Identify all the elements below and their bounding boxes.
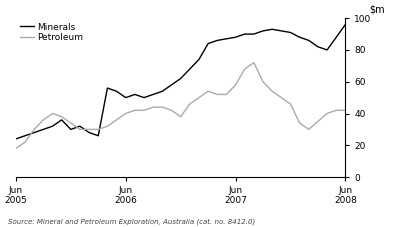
Minerals [197, 58, 201, 61]
Petroleum [306, 128, 311, 131]
Minerals [96, 134, 100, 137]
Minerals [242, 33, 247, 35]
Minerals [325, 49, 330, 51]
Petroleum [233, 84, 238, 86]
Minerals [32, 131, 37, 134]
Minerals [297, 36, 302, 39]
Petroleum [68, 122, 73, 124]
Petroleum [178, 115, 183, 118]
Minerals [77, 125, 82, 128]
Petroleum [224, 93, 229, 96]
Petroleum [288, 103, 293, 105]
Minerals [334, 36, 339, 39]
Minerals [50, 125, 55, 128]
Minerals [187, 68, 192, 70]
Minerals [316, 45, 320, 48]
Petroleum [87, 128, 91, 131]
Minerals [41, 128, 46, 131]
Petroleum [151, 106, 156, 109]
Minerals [123, 96, 128, 99]
Petroleum [297, 122, 302, 124]
Minerals [233, 36, 238, 39]
Y-axis label: $m: $m [370, 5, 385, 15]
Petroleum [343, 109, 348, 112]
Text: Source: Mineral and Petroleum Exploration, Australia (cat. no. 8412.0): Source: Mineral and Petroleum Exploratio… [8, 218, 255, 225]
Petroleum [23, 141, 27, 143]
Petroleum [59, 115, 64, 118]
Minerals [105, 87, 110, 89]
Minerals [23, 134, 27, 137]
Line: Minerals: Minerals [16, 25, 345, 139]
Petroleum [215, 93, 220, 96]
Petroleum [123, 112, 128, 115]
Petroleum [260, 80, 265, 83]
Petroleum [242, 68, 247, 70]
Minerals [142, 96, 146, 99]
Petroleum [41, 118, 46, 121]
Petroleum [251, 61, 256, 64]
Minerals [270, 28, 275, 31]
Minerals [251, 33, 256, 35]
Minerals [68, 128, 73, 131]
Petroleum [334, 109, 339, 112]
Petroleum [197, 96, 201, 99]
Petroleum [105, 125, 110, 128]
Legend: Minerals, Petroleum: Minerals, Petroleum [20, 23, 83, 42]
Petroleum [316, 120, 320, 123]
Minerals [306, 39, 311, 42]
Minerals [279, 30, 284, 32]
Minerals [215, 39, 220, 42]
Petroleum [142, 109, 146, 112]
Minerals [87, 131, 91, 134]
Minerals [151, 93, 156, 96]
Minerals [133, 93, 137, 96]
Petroleum [50, 112, 55, 115]
Minerals [160, 90, 165, 93]
Minerals [178, 77, 183, 80]
Minerals [59, 118, 64, 121]
Minerals [13, 138, 18, 140]
Minerals [169, 84, 174, 86]
Minerals [224, 37, 229, 40]
Petroleum [13, 147, 18, 150]
Petroleum [279, 96, 284, 99]
Petroleum [32, 128, 37, 131]
Minerals [288, 31, 293, 34]
Petroleum [206, 90, 210, 93]
Petroleum [325, 112, 330, 115]
Petroleum [187, 103, 192, 105]
Minerals [114, 90, 119, 93]
Petroleum [270, 90, 275, 93]
Line: Petroleum: Petroleum [16, 63, 345, 148]
Minerals [206, 42, 210, 45]
Petroleum [96, 128, 100, 131]
Minerals [260, 30, 265, 32]
Petroleum [77, 128, 82, 131]
Petroleum [169, 109, 174, 112]
Petroleum [160, 106, 165, 109]
Petroleum [133, 109, 137, 112]
Petroleum [114, 118, 119, 121]
Minerals [343, 23, 348, 26]
